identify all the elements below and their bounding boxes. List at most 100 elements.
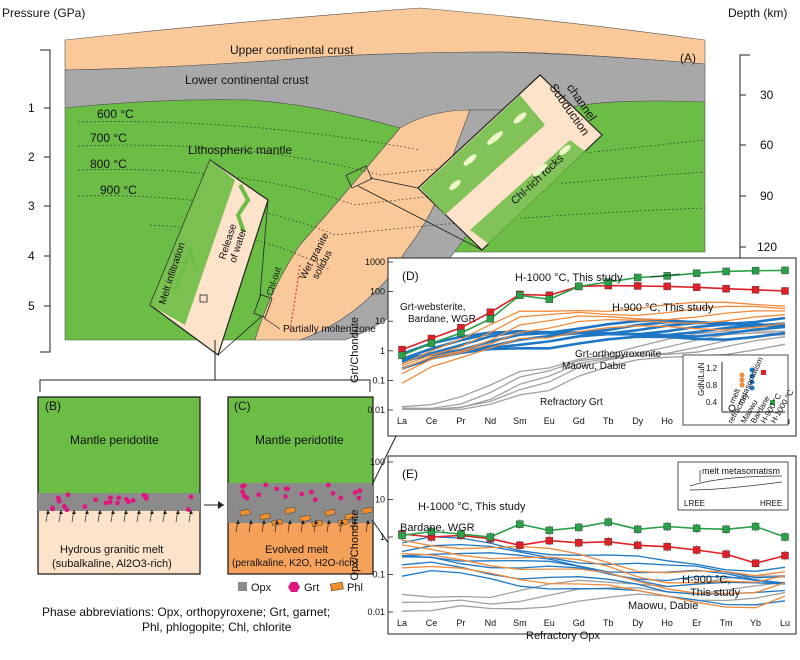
phl-grain (299, 514, 311, 523)
panel-c-melt-label: Evolved melt (265, 544, 328, 556)
data-point-0-8 (633, 273, 642, 282)
depth-tick-60: 60 (760, 138, 774, 152)
depth-tick-30: 30 (760, 88, 774, 102)
lower-crust-label: Lower continental crust (185, 73, 309, 87)
data-point-0-4 (516, 520, 524, 528)
x-tick-label-sm: Sm (513, 618, 527, 628)
data-point-1-12 (751, 559, 760, 567)
panel-b-peridotite-label: Mantle peridotite (70, 433, 159, 447)
grt-grain (50, 506, 56, 512)
series-line-3 (401, 569, 786, 606)
data-point-0-0 (398, 351, 406, 360)
y-tick-label: 1 (380, 346, 385, 356)
panel-d-tag: (D) (402, 269, 419, 283)
data-point-1-11 (722, 285, 730, 293)
data-point-0-3 (486, 533, 495, 541)
depth-axis-title: Depth (km) (728, 6, 787, 20)
data-point-0-12 (751, 266, 760, 275)
arrow-head (327, 520, 331, 524)
x-tick-label-sm: Sm (513, 416, 527, 426)
phl-grain (239, 508, 251, 517)
inset-d-tick-1: 1.2 (706, 364, 718, 373)
arrow-head (111, 510, 115, 514)
panel-d-websterite-label-2: Bardane, WGR (408, 314, 476, 325)
grt-grain (263, 482, 269, 488)
pressure-tick-4: 4 (28, 249, 35, 263)
arrow-head (163, 510, 167, 514)
data-point-1-10 (692, 546, 701, 554)
data-point-1-12 (751, 286, 760, 294)
series-line-3 (401, 316, 786, 356)
x-tick-label-eu: Eu (544, 618, 555, 628)
data-point-0-10 (692, 524, 701, 533)
data-point-0-7 (604, 518, 612, 526)
panel-e-h1000-label: H-1000 °C, This study (418, 501, 526, 513)
series-line-2 (401, 305, 786, 367)
data-point-1-7 (604, 537, 612, 546)
phl-swatch (330, 581, 344, 592)
grt-grain (64, 507, 70, 512)
panel-d-inset: GdN/LuN 1.2 0.8 0.4 melt metasomatism re… (682, 354, 796, 426)
panel-c-peridotite-label: Mantle peridotite (255, 433, 344, 447)
panel-b: (B) Mantle peridotite Hydrous granitic m… (37, 396, 201, 575)
series-line-4 (401, 330, 786, 408)
series-line-3 (401, 536, 786, 572)
grt-grain (308, 489, 314, 495)
panel-d-orthopyroxenite-label-1: Grt-orthopyroxenite (575, 349, 662, 360)
grt-grain (188, 494, 194, 500)
panel-e-tag: (E) (402, 467, 418, 481)
series-line-2 (401, 552, 786, 595)
data-point-1-4 (516, 541, 524, 550)
grt-grain (116, 495, 122, 500)
data-point-0-5 (545, 295, 554, 303)
data-point-0-1 (427, 339, 436, 347)
y-tick-label: 1000 (365, 257, 385, 267)
x-tick-label-dy: Dy (632, 416, 643, 426)
phl-grain (284, 506, 296, 515)
panel-e-series (398, 517, 789, 612)
x-tick-label-tb: Tb (603, 618, 614, 628)
phl-grain (324, 508, 336, 517)
data-point-1-6 (575, 539, 583, 547)
data-point-1-5 (545, 536, 554, 545)
data-point-0-13 (781, 266, 789, 275)
series-line-main-1 (401, 284, 786, 351)
data-point-1-11 (722, 550, 730, 558)
x-tick-label-nd: Nd (485, 618, 497, 628)
isotherm-700: 700 °C (90, 131, 127, 145)
legend-grt: Grt (304, 582, 319, 594)
grt-grain (256, 492, 262, 497)
inset-e-left: LREE (684, 499, 705, 508)
data-point-0-9 (663, 522, 671, 531)
y-tick-label: 0.01 (367, 607, 385, 617)
series-line-3 (401, 331, 786, 370)
series-line-2 (401, 301, 786, 365)
panel-e-bardane-label: Bardane, WGR (400, 522, 475, 534)
grt-grain (82, 504, 88, 509)
data-point-0-3 (486, 315, 495, 323)
panel-e-maowu-label: Maowu, Dabie (628, 600, 698, 612)
phl-grain (361, 506, 373, 515)
inset-d-tick-2: 0.8 (706, 381, 718, 390)
arrow-head (353, 520, 357, 524)
x-tick-label-la: La (397, 618, 407, 628)
panel-d-orthopyroxenite-label-2: Maowu, Dabie (562, 361, 626, 372)
legend-opx: Opx (251, 582, 272, 594)
arrow-head (262, 520, 266, 524)
grt-grain (330, 491, 336, 496)
series-line-2 (401, 539, 786, 577)
x-tick-label-ce: Ce (426, 416, 438, 426)
grt-grain (312, 497, 318, 502)
series-line-2 (401, 565, 786, 609)
grt-grain (103, 500, 109, 506)
arrow-head (301, 520, 305, 524)
inset-d-ylabel: GdN/LuN (697, 362, 706, 396)
phase-abbrev-line1: Phase abbreviations: Opx, orthopyroxene;… (42, 605, 330, 619)
data-point-0-11 (722, 525, 730, 534)
x-tick-label-er: Er (692, 618, 701, 628)
data-point-1-9 (663, 543, 671, 551)
x-tick-label-eu: Eu (544, 416, 555, 426)
pressure-tick-2: 2 (28, 150, 35, 164)
inset-e-title: melt metasomatism (702, 466, 780, 476)
